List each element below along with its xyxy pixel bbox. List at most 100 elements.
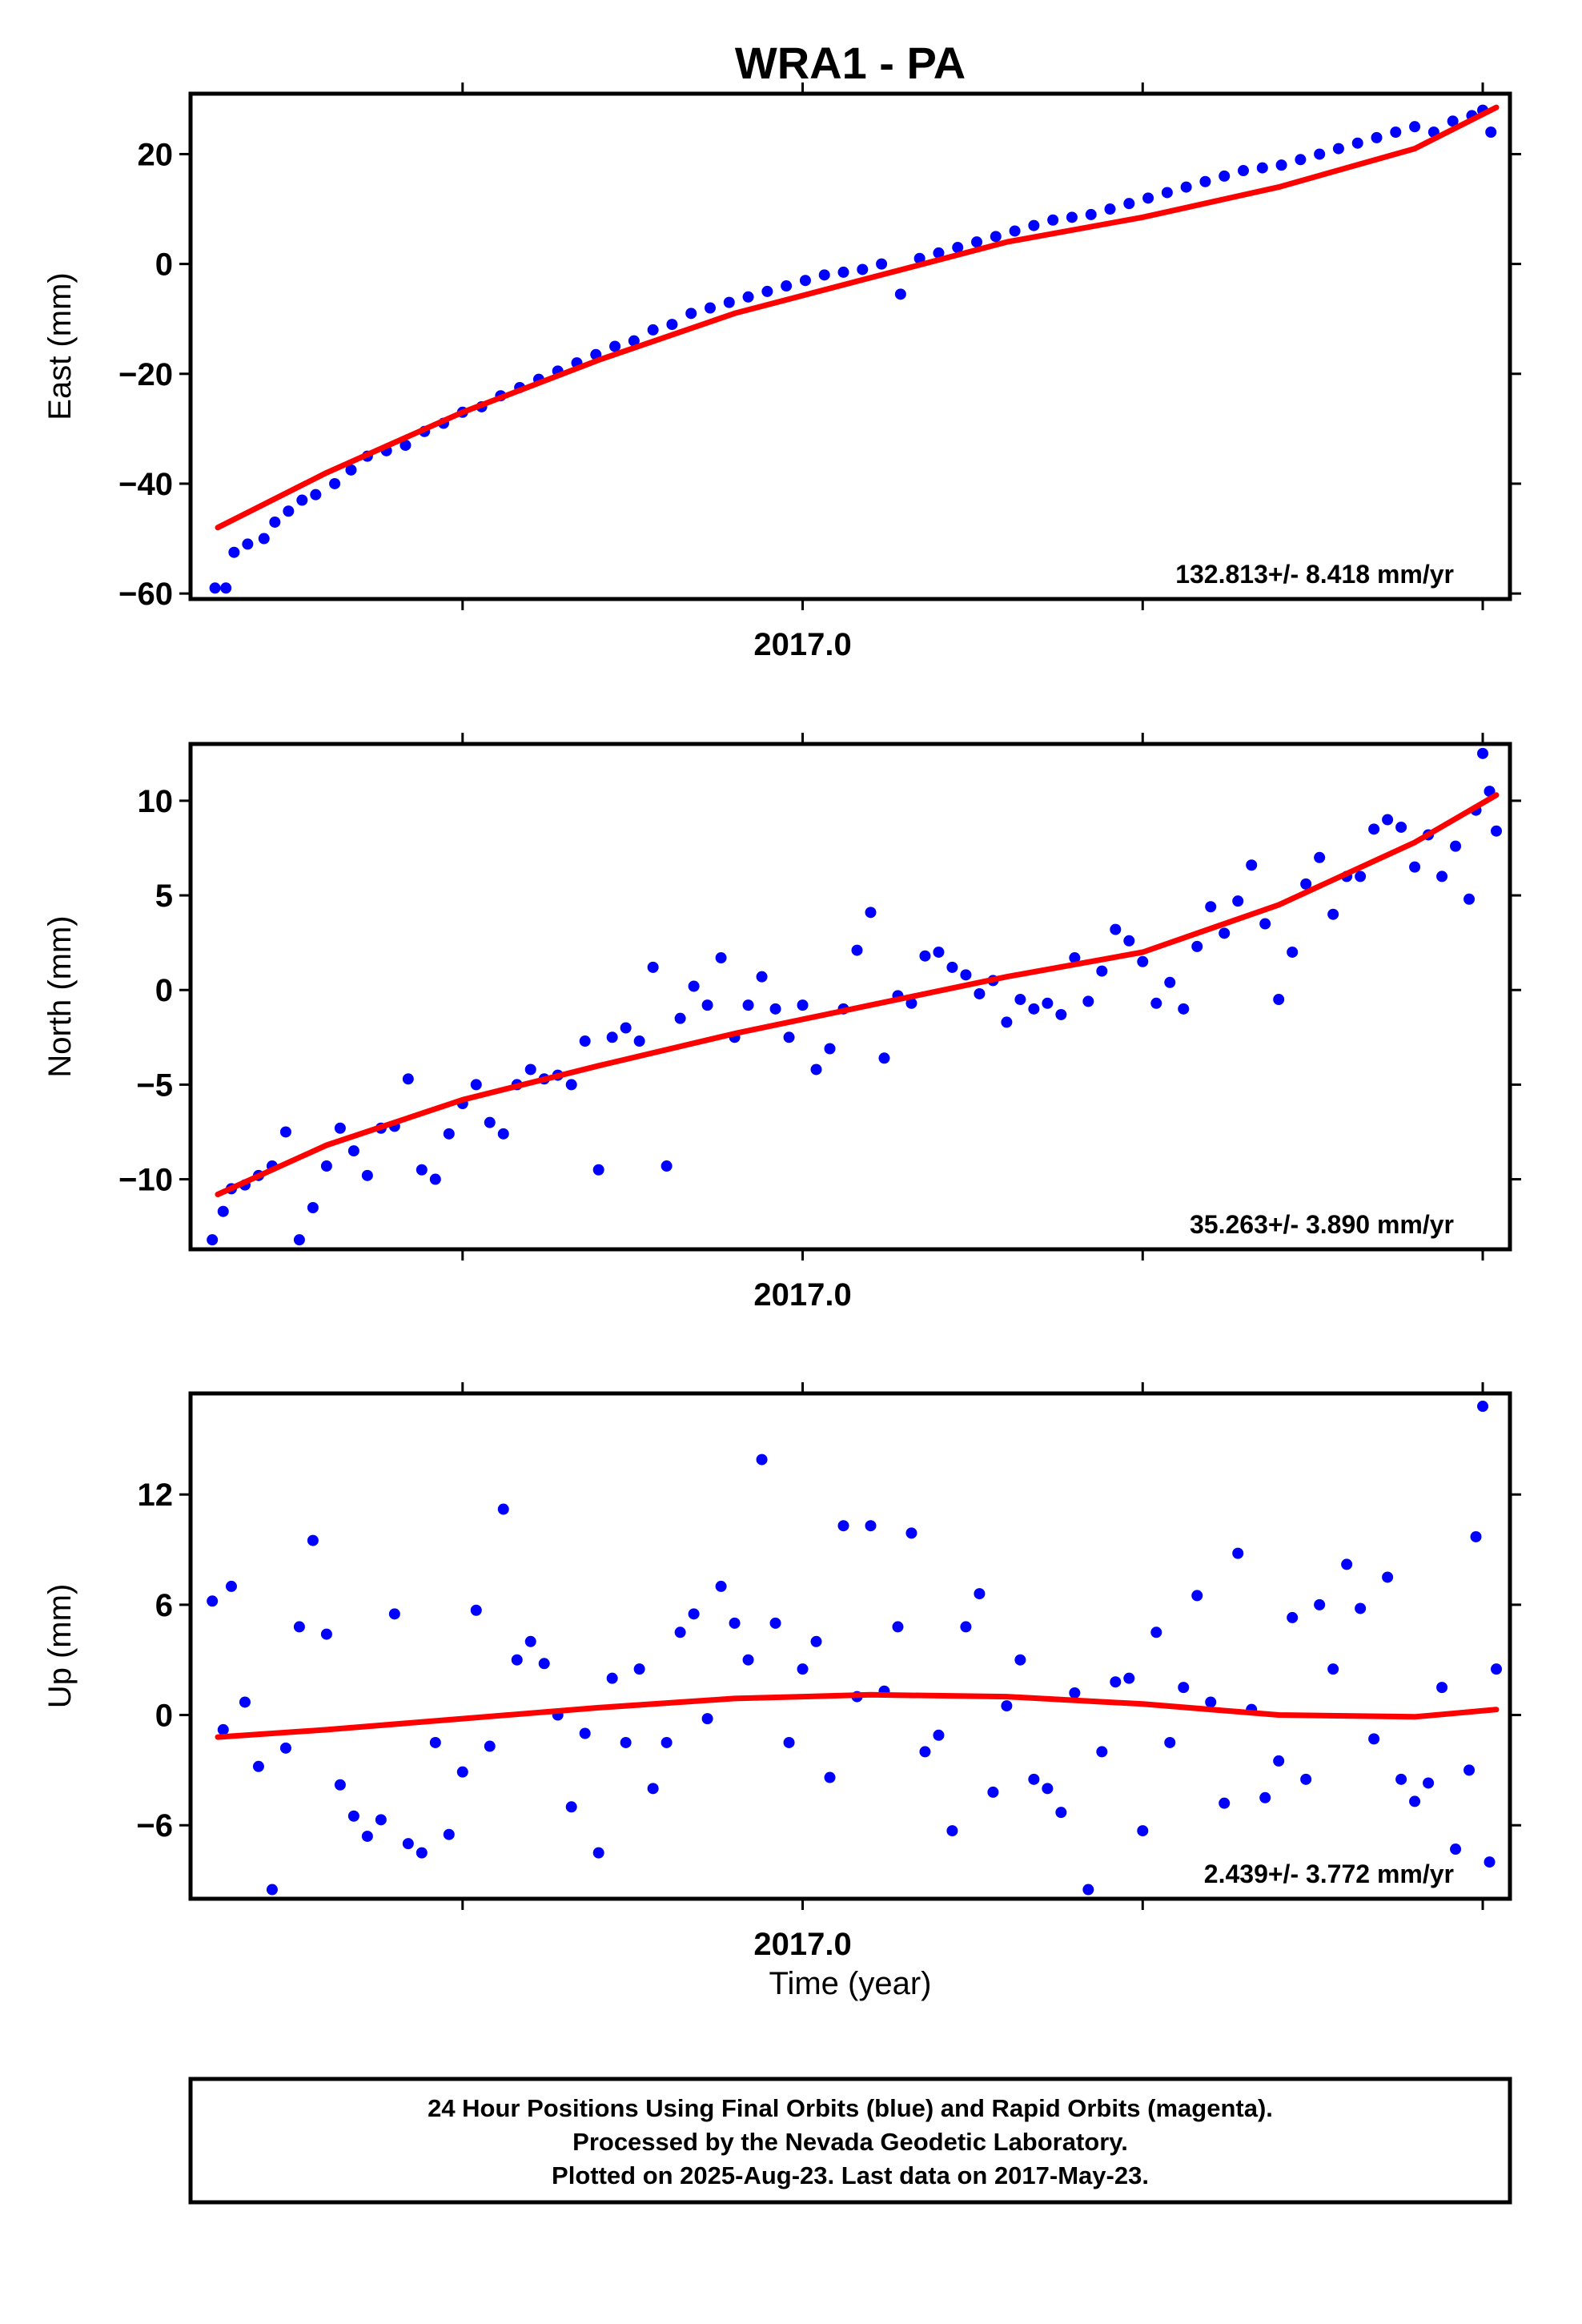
up-data-point [1368,1733,1380,1745]
east-data-point [1066,211,1078,223]
up-data-point [511,1654,523,1666]
east-data-point [1371,131,1383,143]
north-y-tick-label: −10 [118,1163,173,1198]
north-data-point [1150,997,1162,1009]
north-data-point [1082,995,1094,1007]
up-data-point [1395,1773,1407,1785]
up-data-point [1232,1547,1244,1559]
north-data-point [756,971,768,983]
east-data-point [258,533,270,545]
north-y-tick-label: −5 [136,1068,173,1103]
up-data-point [905,1527,917,1539]
up-data-point [1273,1755,1285,1767]
east-y-axis-label: East (mm) [42,272,78,420]
east-data-point [1199,175,1211,187]
up-data-point [429,1736,441,1748]
north-data-point [1314,851,1326,863]
up-data-point [1464,1764,1476,1776]
north-data-point [1491,825,1503,837]
north-data-point [1055,1008,1067,1020]
north-data-point [1436,870,1448,883]
north-data-point [1464,893,1476,905]
up-data-point [1477,1401,1489,1413]
east-data-point [296,494,308,506]
north-data-point [933,946,945,958]
footer-line-3: Plotted on 2025-Aug-23. Last data on 201… [552,2161,1149,2189]
up-data-point [647,1783,659,1795]
east-data-point [894,288,906,300]
north-y-tick-label: 0 [155,973,173,1008]
east-data-point [742,291,754,303]
up-data-point [565,1801,577,1813]
north-data-point [701,999,713,1011]
north-data-point [905,997,917,1009]
up-data-point [307,1534,319,1546]
up-data-point [1096,1746,1108,1758]
east-data-point [837,266,849,278]
north-data-point [1042,997,1054,1009]
east-data-point [1238,165,1250,177]
up-data-point [1341,1558,1353,1570]
east-data-point [1390,127,1402,139]
up-data-point [1327,1663,1339,1675]
north-data-point [1382,814,1394,826]
up-data-point [933,1729,945,1741]
north-rate-label: 35.263+/- 3.890 mm/yr [1190,1210,1454,1239]
up-data-point [361,1830,373,1842]
north-data-point [1001,1016,1013,1028]
north-x-tick-label: 2017.0 [753,1277,851,1313]
north-data-point [402,1073,414,1085]
up-data-point [225,1580,237,1592]
east-data-point [609,340,621,352]
up-data-point [1287,1611,1299,1623]
north-data-point [1259,918,1271,930]
up-data-point [1355,1602,1367,1614]
up-data-point [837,1520,849,1532]
up-y-axis-label: Up (mm) [42,1584,78,1709]
up-data-point [756,1454,768,1466]
north-data-point [1232,895,1244,907]
up-data-point [1205,1696,1217,1708]
north-data-point [1028,1003,1040,1015]
up-y-tick-label: 12 [138,1478,174,1513]
up-plot-frame [188,1391,1512,1901]
up-data-point [1314,1598,1326,1610]
north-data-point [1137,955,1149,967]
east-data-point [1314,148,1326,160]
up-data-point [456,1766,468,1778]
up-data-point [1082,1884,1094,1896]
north-data-point [1205,901,1217,913]
up-data-point [824,1771,836,1783]
north-data-point [524,1063,536,1076]
east-data-point [857,263,869,275]
east-data-point [1104,203,1116,215]
east-data-point [1256,162,1268,174]
north-data-point [1477,747,1489,759]
up-data-point [1259,1791,1271,1803]
up-data-point [207,1595,219,1607]
east-rate-label: 132.813+/- 8.418 mm/yr [1175,560,1454,589]
up-fit-line [215,1691,1500,1740]
footer-box: 24 Hour Positions Using Final Orbits (bl… [188,2077,1512,2205]
up-data-point [592,1847,604,1859]
north-data-point [443,1128,455,1140]
up-data-point [1191,1590,1203,1602]
north-data-point [661,1160,673,1172]
up-data-point [293,1621,305,1633]
east-data-point [400,439,412,451]
east-data-point [685,308,697,320]
up-data-point [1470,1530,1482,1542]
north-data-point [579,1035,591,1047]
up-data-point [1055,1807,1067,1819]
up-data-point [266,1884,278,1896]
north-data-point [1191,940,1203,952]
north-data-point [1164,976,1176,988]
east-data-point [1009,225,1021,237]
east-data-point [310,489,322,501]
north-data-point [633,1035,645,1047]
north-data-point [416,1164,428,1176]
east-data-point [781,280,793,292]
north-data-point [361,1169,373,1181]
up-data-point [674,1626,686,1638]
